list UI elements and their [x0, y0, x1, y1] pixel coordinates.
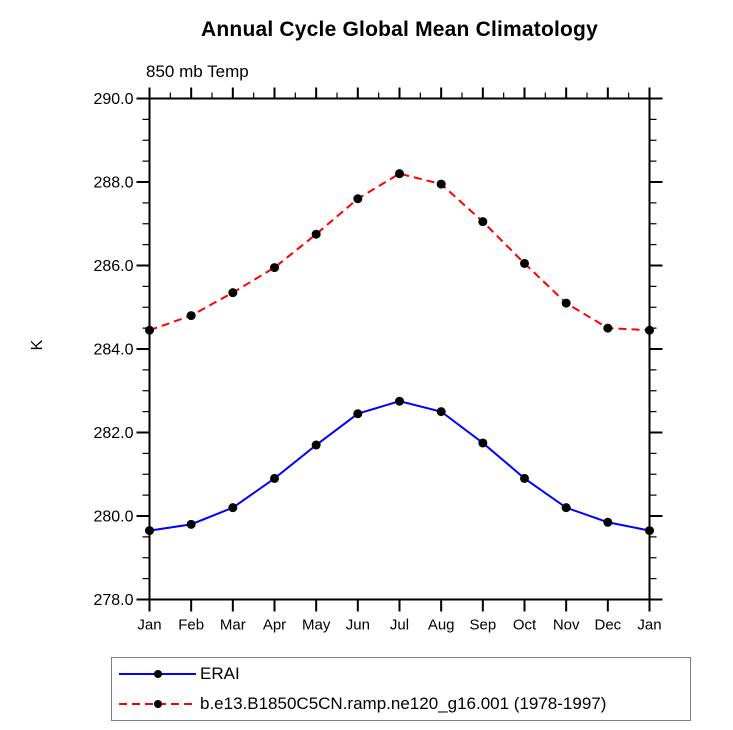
legend-box: ERAI b.e13.B1850C5CN.ramp.ne120_g16.001 … [111, 657, 691, 721]
x-tick-label: May [302, 617, 331, 634]
series-line-0 [149, 400, 650, 532]
data-point-marker [228, 288, 238, 298]
erai-line-swatch-icon [119, 669, 196, 678]
x-tick-label: Feb [178, 617, 204, 634]
x-tick-label: Oct [513, 617, 537, 634]
data-point-marker [395, 169, 404, 179]
data-point-marker [478, 217, 488, 227]
x-tick-label: Dec [594, 617, 621, 634]
x-tick-label: Jun [346, 617, 370, 634]
x-tick-label: Mar [220, 617, 246, 634]
x-tick-label: Jul [390, 617, 409, 634]
chart-title: Annual Cycle Global Mean Climatology [201, 18, 598, 41]
y-tick-label: 286.0 [93, 258, 133, 275]
data-point-marker [395, 396, 404, 406]
data-point-marker [353, 194, 363, 204]
data-point-marker [561, 298, 571, 308]
y-tick-label: 288.0 [93, 175, 133, 192]
plot-frame [148, 97, 651, 601]
x-tick-label: Jan [637, 617, 661, 634]
x-tick-label: Nov [553, 617, 580, 634]
data-point-marker [311, 229, 321, 239]
y-tick-label: 280.0 [93, 509, 133, 526]
legend-label-erai: ERAI [200, 663, 240, 683]
data-point-marker [520, 473, 529, 483]
data-point-marker [270, 263, 279, 273]
data-point-marker [603, 323, 613, 333]
legend-item-erai: ERAI [118, 659, 690, 688]
x-tick-label: Sep [469, 617, 496, 634]
data-point-marker [478, 438, 488, 448]
x-tick-label: Apr [263, 617, 286, 634]
y-tick-label: 290.0 [93, 91, 133, 108]
y-tick-label: 284.0 [93, 342, 133, 359]
data-point-marker [603, 517, 613, 527]
y-tick-label: 282.0 [93, 425, 133, 442]
data-point-marker [145, 526, 154, 536]
model-dashed-line-swatch-icon [119, 700, 196, 709]
data-point-marker [228, 503, 238, 513]
data-point-marker [311, 440, 321, 450]
y-tick-label: 278.0 [93, 592, 133, 609]
data-point-marker [186, 519, 196, 529]
x-tick-label: Aug [428, 617, 455, 634]
legend-label-model: b.e13.B1850C5CN.ramp.ne120_g16.001 (1978… [200, 694, 607, 714]
x-tick-label: Jan [137, 617, 161, 634]
data-point-marker [186, 311, 196, 321]
legend-item-model: b.e13.B1850C5CN.ramp.ne120_g16.001 (1978… [118, 690, 690, 719]
series-line-1 [149, 172, 650, 332]
data-point-marker [645, 526, 654, 536]
data-point-marker [645, 325, 654, 335]
data-point-marker [436, 407, 446, 417]
data-point-marker [520, 258, 529, 268]
data-point-marker [436, 179, 446, 189]
data-point-marker [145, 325, 154, 335]
data-point-marker [561, 503, 571, 513]
data-point-marker [270, 473, 279, 483]
chart-subtitle: 850 mb Temp [146, 62, 249, 81]
data-point-marker [353, 409, 363, 419]
